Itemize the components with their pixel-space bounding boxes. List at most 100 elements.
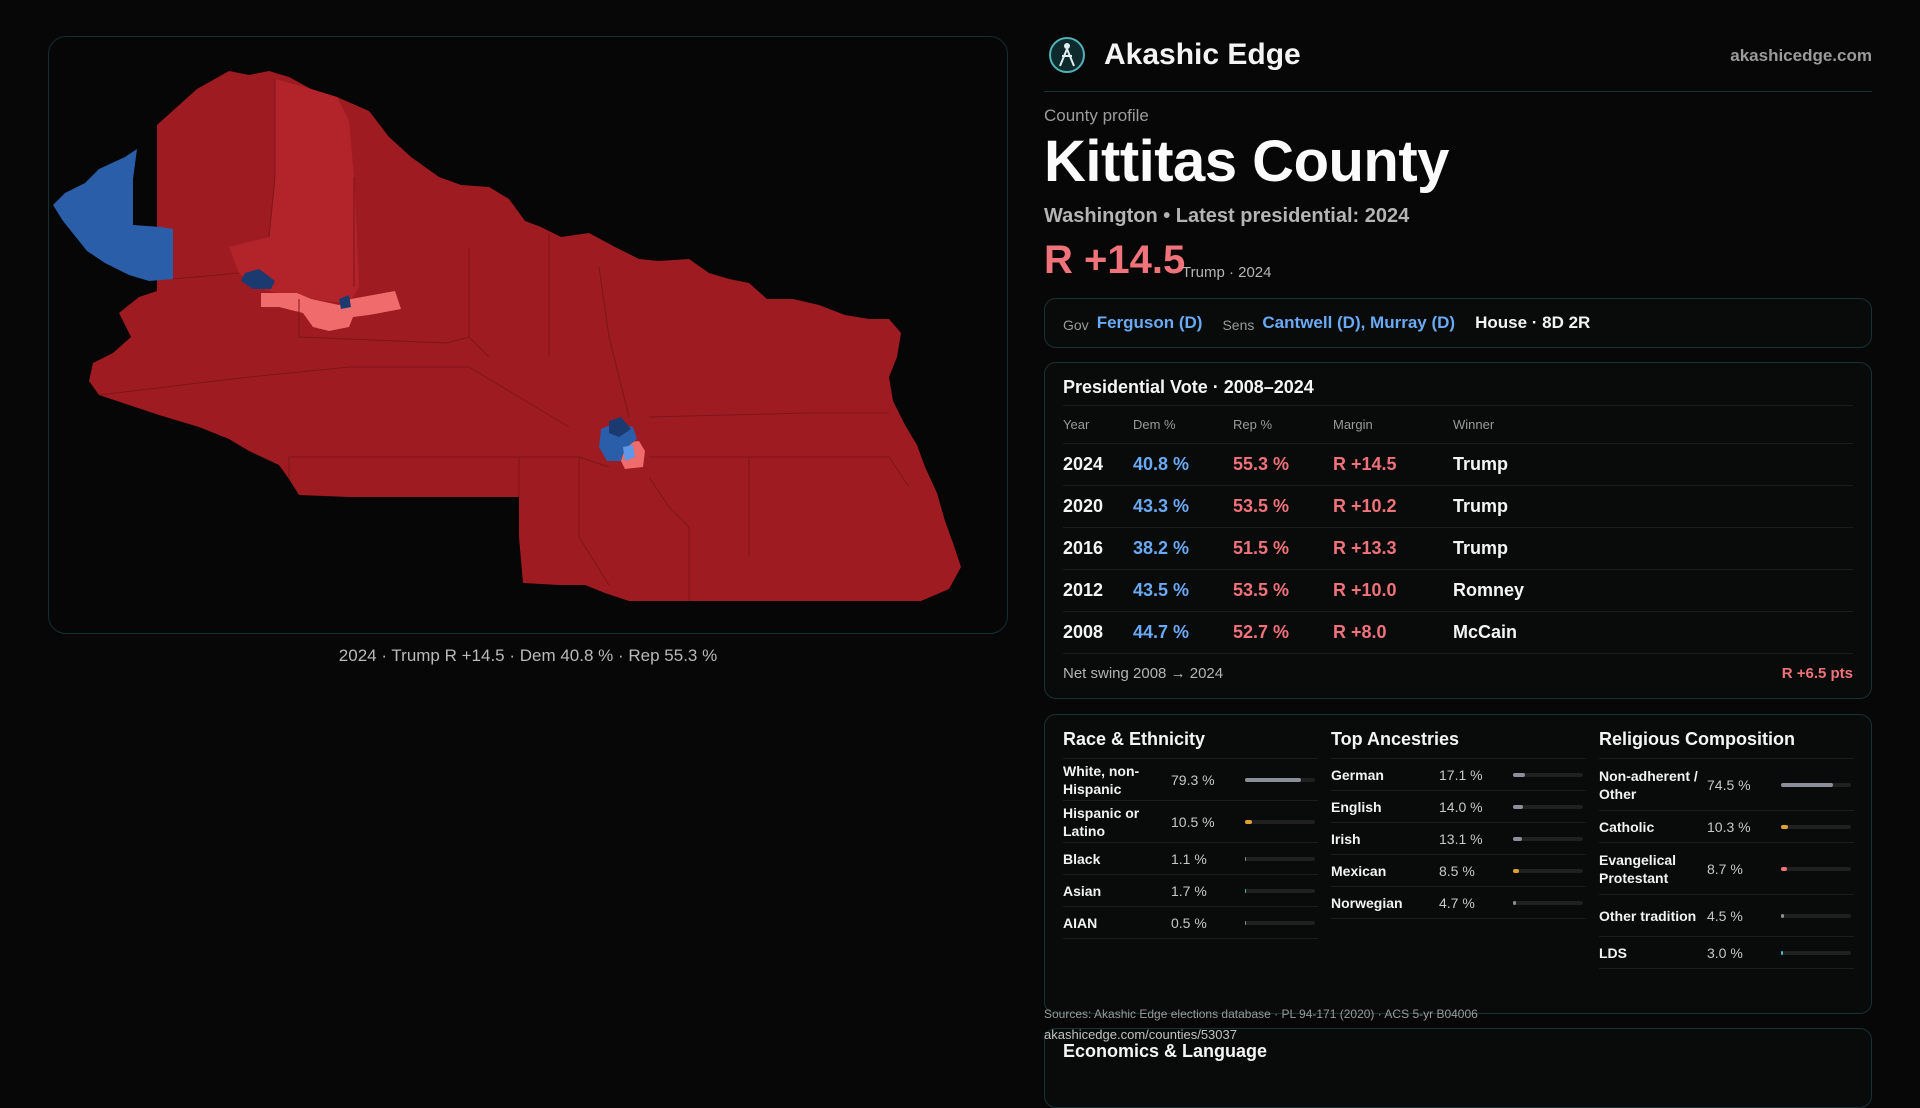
demo-value: 13.1 % [1439,830,1483,847]
demo-value: 10.3 % [1707,818,1751,835]
cell-margin: R +14.5 [1333,443,1453,486]
precinct-main[interactable] [89,71,961,601]
demo-label: AIAN [1063,914,1098,931]
demo-bar-track [1781,866,1851,871]
list-item: White, non-Hispanic 79.3 % [1063,759,1318,801]
county-url[interactable]: akashicedge.com/counties/53037 [1044,1027,1237,1042]
demo-bar-fill [1245,819,1253,824]
demo-label: Other tradition [1599,907,1697,924]
cell-winner: Trump [1453,527,1853,570]
demo-bar-track [1513,804,1583,809]
col-header-margin: Margin [1333,405,1453,444]
precinct-lean-rep-band[interactable] [261,291,401,331]
cell-dem: 44.7 % [1133,611,1233,654]
compass-person-icon[interactable] [1048,36,1086,74]
cell-winner: Romney [1453,569,1853,612]
cell-dem: 43.5 % [1133,569,1233,612]
demo-bar-fill [1513,836,1523,841]
demo-bar-track [1513,772,1583,777]
cell-year: 2008 [1063,611,1133,654]
demo-bar-track [1781,824,1851,829]
demo-value: 14.0 % [1439,798,1483,815]
list-item: Catholic 10.3 % [1599,811,1854,843]
list-item: German 17.1 % [1331,759,1586,791]
demo-value: 0.5 % [1171,914,1207,931]
precinct-north[interactable] [229,79,359,303]
ancestries-title: Top Ancestries [1331,729,1586,759]
cell-year: 2016 [1063,527,1133,570]
demo-label: Hispanic or Latino [1063,804,1140,839]
list-item: Mexican 8.5 % [1331,855,1586,887]
profile-eyebrow: County profile [1044,106,1149,125]
demo-bar-fill [1513,868,1519,873]
demo-value: 79.3 % [1171,771,1215,788]
demo-label: LDS [1599,944,1627,961]
precinct-dark-dem[interactable] [241,269,275,289]
table-row: 2016 38.2 % 51.5 % R +13.3 Trump [1063,527,1853,570]
cell-margin: R +10.2 [1333,485,1453,528]
site-domain-link[interactable]: akashicedge.com [1730,46,1872,65]
officials-bar: Gov Ferguson (D) Sens Cantwell (D), Murr… [1044,298,1872,348]
col-header-year: Year [1063,405,1133,444]
demo-value: 8.5 % [1439,862,1475,879]
demo-value: 1.1 % [1171,850,1207,867]
demo-bar-fill [1245,777,1301,782]
cell-winner: Trump [1453,485,1853,528]
cell-margin: R +13.3 [1333,527,1453,570]
gov-label: Gov [1063,316,1089,333]
senators-label: Sens [1222,316,1255,333]
demo-value: 1.7 % [1171,882,1207,899]
demo-bar-track [1781,950,1851,955]
list-item: Black 1.1 % [1063,843,1318,875]
demo-value: 17.1 % [1439,766,1483,783]
precinct-boundaries [98,79,910,601]
ancestry-rows: German 17.1 % English 14.0 % Irish 13.1 % Mexi… [1331,759,1586,919]
demo-bar-fill [1513,772,1525,777]
list-item: LDS 3.0 % [1599,937,1854,969]
cell-margin: R +10.0 [1333,569,1453,612]
demo-label: White, non-Hispanic [1063,762,1140,797]
precinct-west-dem[interactable] [53,149,173,281]
list-item: Non-adherent / Other 74.5 % [1599,759,1854,811]
demo-bar-fill [1781,782,1834,787]
profile-subtitle: Washington • Latest presidential: 2024 [1044,205,1410,227]
demo-label: Asian [1063,882,1102,899]
demo-bar-track [1245,777,1315,782]
presidential-vote-table: Year Dem % Rep % Margin Winner 2024 40.8… [1063,405,1853,654]
demo-value: 4.7 % [1439,894,1475,911]
demo-bar-fill [1245,888,1247,893]
precinct-dark-dem-2[interactable] [339,295,351,309]
demo-label: German [1331,766,1384,783]
latest-margin-note: Trump · 2024 [1182,264,1272,281]
cell-dem: 40.8 % [1133,443,1233,486]
page-title: Kittitas County [1044,129,1449,194]
precinct-city-light-dem[interactable] [623,445,635,461]
house-delegation: House · 8D 2R [1475,313,1591,332]
demo-bar-fill [1513,900,1517,905]
demo-bar-track [1245,920,1315,925]
demo-label: English [1331,798,1382,815]
precinct-map-svg[interactable] [49,37,1008,634]
demo-value: 4.5 % [1707,907,1743,924]
precinct-city-dark-dem[interactable] [609,417,631,437]
demo-bar-track [1781,782,1851,787]
cell-year: 2024 [1063,443,1133,486]
demo-bar-fill [1245,856,1247,861]
demo-label: Catholic [1599,818,1655,835]
demo-bar-track [1245,888,1315,893]
list-item: English 14.0 % [1331,791,1586,823]
col-header-rep: Rep % [1233,405,1333,444]
latest-margin: R +14.5 [1044,238,1186,282]
precinct-city-dem[interactable] [599,423,637,461]
brand-name[interactable]: Akashic Edge [1104,38,1301,71]
table-row: 2020 43.3 % 53.5 % R +10.2 Trump [1063,485,1853,528]
list-item: Evangelical Protestant 8.7 % [1599,843,1854,895]
cell-rep: 52.7 % [1233,611,1333,654]
net-swing-value: R +6.5 pts [1781,665,1853,682]
demo-value: 10.5 % [1171,813,1215,830]
county-map[interactable] [48,36,1008,634]
demo-label: Evangelical Protestant [1599,851,1677,886]
presidential-vote-panel: Presidential Vote · 2008–2024 Year Dem %… [1044,362,1872,699]
cell-rep: 55.3 % [1233,443,1333,486]
cell-dem: 38.2 % [1133,527,1233,570]
